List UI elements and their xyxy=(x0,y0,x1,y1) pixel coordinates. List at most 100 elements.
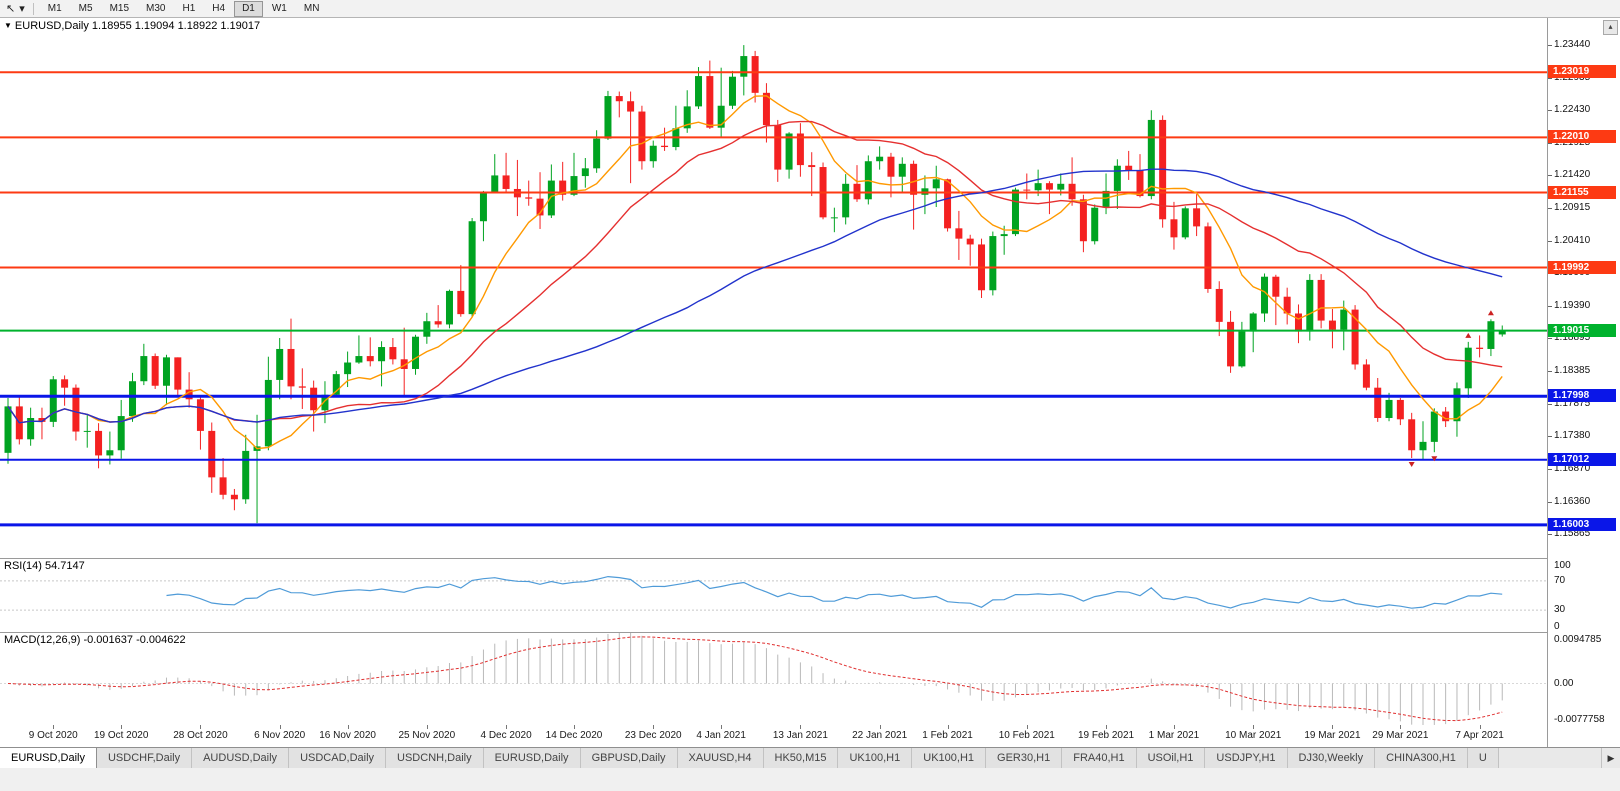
date-label: 29 Mar 2021 xyxy=(1372,730,1429,741)
candle-body xyxy=(593,138,601,169)
tabs-container: EURUSD,Daily USDCHF,Daily AUDUSD,Daily USDC… xyxy=(0,748,1601,768)
date-label: 10 Mar 2021 xyxy=(1225,730,1282,741)
symbol-tab-3[interactable]: USDCAD,Daily xyxy=(289,748,387,768)
symbol-tab-12[interactable]: FRA40,H1 xyxy=(1062,748,1137,768)
macd-tick-label: -0.0077758 xyxy=(1554,714,1605,725)
candle-body xyxy=(1385,399,1393,418)
symbol-tab-bar: EURUSD,Daily USDCHF,Daily AUDUSD,Daily USDC… xyxy=(0,747,1620,768)
candle-body xyxy=(1294,313,1302,332)
date-tick-mark xyxy=(121,725,123,729)
panel-separator[interactable] xyxy=(0,632,1620,633)
price-tick-mark xyxy=(1548,436,1552,438)
dropdown-caret-icon[interactable]: ▾ xyxy=(19,2,25,15)
symbol-tab-1[interactable]: USDCHF,Daily xyxy=(96,748,193,768)
price-tick-label: 1.16870 xyxy=(1554,462,1591,474)
date-tick-mark xyxy=(426,725,428,729)
price-line-label: 1.17998 xyxy=(1548,389,1616,403)
symbol-tab-2[interactable]: AUDUSD,Daily xyxy=(192,748,290,768)
candle-body xyxy=(106,450,114,456)
timeframe-button-d1[interactable]: D1 xyxy=(234,0,263,17)
date-tick-mark xyxy=(53,725,55,729)
candle-body xyxy=(1351,309,1359,365)
candle-body xyxy=(559,180,567,195)
candle-body xyxy=(1011,189,1019,235)
price-line-label: 1.19992 xyxy=(1548,260,1616,274)
candle-body xyxy=(412,336,420,369)
timeframe-button-h4[interactable]: H4 xyxy=(212,2,226,14)
candle-body xyxy=(230,494,238,500)
symbol-tab-6[interactable]: GBPUSD,Daily xyxy=(580,748,678,768)
price-line-label: 1.22010 xyxy=(1548,130,1616,144)
symbol-tab-14[interactable]: USDJPY,H1 xyxy=(1205,748,1288,768)
date-label: 10 Feb 2021 xyxy=(998,730,1055,741)
candle-body xyxy=(661,145,669,148)
candle-body xyxy=(944,179,952,229)
symbol-tab-9[interactable]: UK100,H1 xyxy=(838,748,913,768)
candle-body xyxy=(1306,279,1314,332)
symbol-tab-13[interactable]: USOil,H1 xyxy=(1136,748,1206,768)
tab-scroll-right-icon[interactable]: ▶ xyxy=(1601,748,1620,768)
fractal-marker-icon xyxy=(1431,456,1438,462)
collapse-triangle-icon[interactable]: ▼ xyxy=(4,21,12,30)
macd-panel[interactable]: MACD(12,26,9) -0.001637 -0.004622 xyxy=(0,633,1547,725)
date-axis[interactable]: 9 Oct 2020 19 Oct 2020 28 Oct 2020 6 Nov 20… xyxy=(0,725,1547,747)
date-tick-mark xyxy=(574,725,575,729)
timeframe-button-h1[interactable]: H1 xyxy=(182,2,196,14)
panel-separator[interactable] xyxy=(0,558,1620,559)
candle-body xyxy=(1487,321,1495,349)
price-tick-label: 1.23440 xyxy=(1554,39,1591,51)
date-label: 6 Nov 2020 xyxy=(254,730,306,741)
price-plot[interactable] xyxy=(0,18,1547,558)
timeframe-button-w1[interactable]: W1 xyxy=(271,2,287,14)
candle-body xyxy=(615,96,623,102)
candle-body xyxy=(1249,313,1257,332)
candle-body xyxy=(740,56,748,77)
price-scale[interactable]: ▴ 1.234401.229351.224301.219251.214201.2… xyxy=(1547,18,1620,747)
date-tick-mark xyxy=(200,725,202,729)
candle-body xyxy=(830,217,838,219)
timeframe-button-m1[interactable]: M1 xyxy=(47,2,62,14)
symbol-tab-8[interactable]: HK50,M15 xyxy=(763,748,839,768)
candle-body xyxy=(1362,364,1370,388)
candle-body xyxy=(1034,183,1042,191)
symbol-tab-17[interactable]: U xyxy=(1467,748,1499,768)
candle-body xyxy=(955,228,963,239)
timeframe-button-m5[interactable]: M5 xyxy=(78,2,93,14)
price-tick-label: 1.20915 xyxy=(1554,202,1591,213)
symbol-tab-11[interactable]: GER30,H1 xyxy=(986,748,1063,768)
macd-plot[interactable] xyxy=(0,633,1547,725)
price-tick-label: 1.20410 xyxy=(1554,234,1591,246)
price-tick-label: 1.18895 xyxy=(1554,332,1591,344)
toolbar-separator xyxy=(32,2,34,15)
timeframe-button-m30[interactable]: M30 xyxy=(146,2,166,14)
date-tick-mark xyxy=(279,725,281,729)
price-line-label: 1.16003 xyxy=(1548,517,1616,531)
date-label: 13 Jan 2021 xyxy=(772,730,828,741)
candle-body xyxy=(1396,399,1404,420)
candle-body xyxy=(932,179,940,189)
symbol-tab-16[interactable]: CHINA300,H1 xyxy=(1375,748,1468,768)
chart-region: ▼ EURUSD,Daily 1.18955 1.19094 1.18922 1.… xyxy=(0,18,1620,747)
symbol-tab-5[interactable]: EURUSD,Daily xyxy=(483,748,581,768)
symbol-tab-7[interactable]: XAUUSD,H4 xyxy=(677,748,764,768)
symbol-tab-10[interactable]: UK100,H1 xyxy=(912,748,987,768)
candle-body xyxy=(898,163,906,177)
symbol-tab-0[interactable]: EURUSD,Daily xyxy=(0,748,97,768)
timeframe-button-m15[interactable]: M15 xyxy=(109,2,130,14)
rsi-panel[interactable]: RSI(14) 54.7147 xyxy=(0,559,1547,632)
candle-body xyxy=(38,418,46,422)
scale-scroll-icon[interactable]: ▴ xyxy=(1603,20,1618,35)
candle-body xyxy=(310,387,318,411)
price-panel[interactable]: ▼ EURUSD,Daily 1.18955 1.19094 1.18922 1.… xyxy=(0,18,1547,558)
cursor-icon[interactable]: ↖ xyxy=(6,2,16,15)
candle-body xyxy=(321,394,329,411)
candle-body xyxy=(1023,189,1031,191)
rsi-plot[interactable] xyxy=(0,559,1547,632)
rsi-tick-label: 70 xyxy=(1554,574,1566,586)
timeframe-button-mn[interactable]: MN xyxy=(303,2,320,14)
symbol-tab-15[interactable]: DJ30,Weekly xyxy=(1287,748,1376,768)
date-tick-mark xyxy=(800,725,802,729)
symbol-tab-4[interactable]: USDCNH,Daily xyxy=(386,748,484,768)
candle-body xyxy=(400,359,408,369)
candle-body xyxy=(706,76,714,128)
